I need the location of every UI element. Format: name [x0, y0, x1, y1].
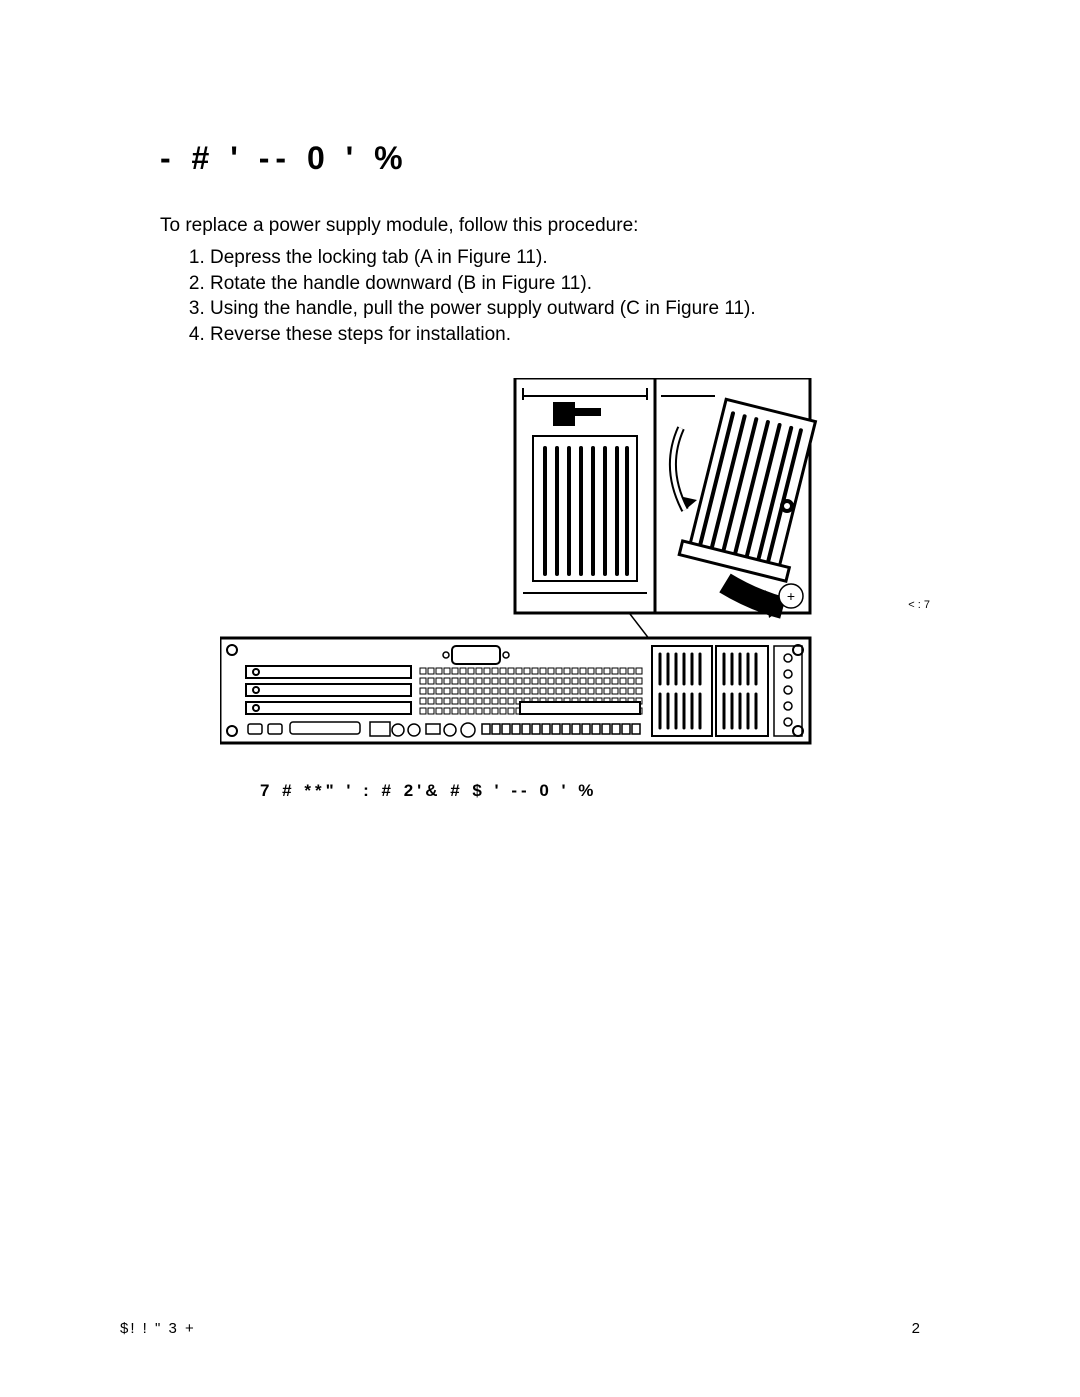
figure-tr-label: < : 7 — [908, 599, 930, 611]
figure-svg: + — [220, 378, 900, 758]
step-item: Depress the locking tab (A in Figure 11)… — [210, 245, 960, 271]
chassis-rear — [220, 638, 810, 743]
figure-11: + — [220, 378, 900, 763]
document-page: - # ' -- 0 ' % To replace a power supply… — [0, 0, 1080, 1397]
procedure-steps: Depress the locking tab (A in Figure 11)… — [160, 245, 960, 348]
figure-caption: 7 # **" ' : # 2'& # $ ' -- 0 ' % — [260, 781, 960, 801]
footer-page-number: 2 — [912, 1320, 920, 1337]
section-heading: - # ' -- 0 ' % — [160, 140, 960, 177]
step-item: Reverse these steps for installation. — [210, 322, 960, 348]
psu-bay-1 — [652, 646, 712, 736]
inset-group: + — [515, 378, 825, 618]
step-item: Rotate the handle downward (B in Figure … — [210, 271, 960, 297]
step-item: Using the handle, pull the power supply … — [210, 296, 960, 322]
inset-circle-label: + — [787, 588, 795, 604]
psu-bay-2 — [716, 646, 768, 736]
page-footer: $! ! " 3 + 2 — [120, 1320, 920, 1337]
footer-left: $! ! " 3 + — [120, 1320, 196, 1337]
intro-text: To replace a power supply module, follow… — [160, 215, 960, 237]
